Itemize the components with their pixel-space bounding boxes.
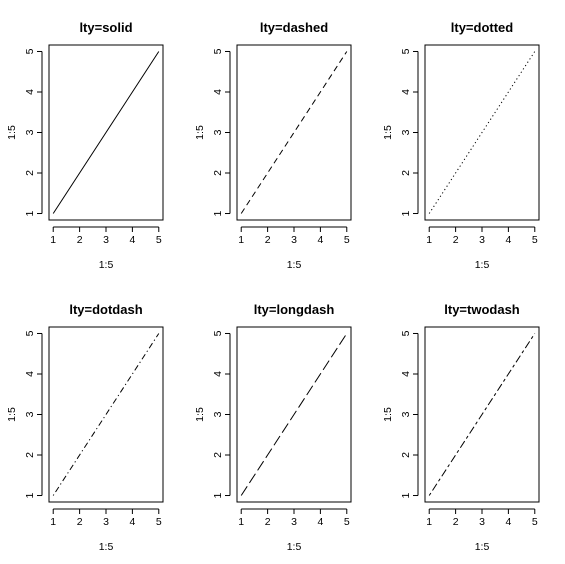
panel-title: lty=dashed [260,20,328,35]
plot-frame [424,326,540,503]
y-tick-label: 4 [212,89,224,95]
x-tick-label: 1 [238,234,244,246]
y-tick-label: 1 [400,492,412,498]
y-axis-label: 1:5 [382,125,394,140]
x-tick-label: 3 [103,516,109,528]
x-axis-label: 1:5 [99,259,114,271]
x-tick-label: 2 [77,516,83,528]
x-axis-label: 1:5 [287,259,302,271]
y-tick-label: 5 [212,330,224,336]
panel-longdash: lty=longdash 1 2 3 4 5 1:5 1 2 3 4 5 1:5 [194,302,352,553]
panel-solid: lty=solid 1 2 3 4 5 1:5 1 2 3 4 5 1:5 [6,20,164,271]
x-tick-label: 3 [291,516,297,528]
x-tick-label: 3 [479,516,485,528]
x-tick-label: 1 [426,516,432,528]
panel-dotdash: lty=dotdash 1 2 3 4 5 1:5 1 2 3 4 5 1:5 [6,302,164,553]
y-tick-label: 5 [24,330,36,336]
y-axis-label: 1:5 [6,125,18,140]
x-tick-label: 5 [156,516,162,528]
y-tick-label: 2 [400,170,412,176]
panel-title: lty=twodash [444,302,520,317]
y-tick-label: 4 [400,89,412,95]
series-line-dashed [240,51,348,214]
y-tick-label: 5 [400,330,412,336]
panel-title: lty=longdash [254,302,335,317]
series-line-solid [52,51,160,214]
y-tick-label: 3 [212,129,224,135]
panel-title: lty=solid [79,20,132,35]
x-tick-label: 4 [129,234,135,246]
x-tick-label: 3 [103,234,109,246]
panel-title: lty=dotdash [69,302,142,317]
x-tick-label: 1 [426,234,432,246]
x-tick-label: 5 [532,234,538,246]
x-tick-label: 5 [156,234,162,246]
x-tick-label: 2 [453,234,459,246]
x-tick-label: 1 [238,516,244,528]
y-tick-label: 3 [24,129,36,135]
plot-frame [48,44,164,221]
x-axis-label: 1:5 [99,541,114,553]
x-tick-label: 4 [129,516,135,528]
x-axis-label: 1:5 [475,259,490,271]
y-tick-label: 1 [24,210,36,216]
y-axis-label: 1:5 [6,407,18,422]
y-axis-label: 1:5 [194,125,206,140]
x-tick-label: 2 [453,516,459,528]
x-tick-label: 4 [317,516,323,528]
x-tick-label: 5 [344,516,350,528]
series-line-dotdash [52,333,160,496]
plot-frame [236,326,352,503]
y-tick-label: 4 [24,371,36,377]
x-tick-label: 1 [50,234,56,246]
x-tick-label: 1 [50,516,56,528]
x-tick-label: 2 [265,234,271,246]
y-tick-label: 3 [212,411,224,417]
panel-title: lty=dotted [451,20,514,35]
x-tick-label: 5 [532,516,538,528]
x-tick-label: 4 [505,234,511,246]
series-line-dotted [428,51,536,214]
y-tick-label: 5 [400,48,412,54]
y-tick-label: 2 [212,452,224,458]
y-tick-label: 1 [400,210,412,216]
y-tick-label: 4 [400,371,412,377]
y-axis-label: 1:5 [194,407,206,422]
x-tick-label: 3 [479,234,485,246]
y-axis-label: 1:5 [382,407,394,422]
x-tick-label: 2 [77,234,83,246]
panel-dotted: lty=dotted 1 2 3 4 5 1:5 1 2 3 4 5 1:5 [382,20,540,271]
y-tick-label: 2 [400,452,412,458]
y-tick-label: 2 [212,170,224,176]
plot-frame [424,44,540,221]
y-tick-label: 2 [24,452,36,458]
y-tick-label: 1 [24,492,36,498]
x-tick-label: 5 [344,234,350,246]
x-tick-label: 2 [265,516,271,528]
y-tick-label: 1 [212,492,224,498]
x-tick-label: 3 [291,234,297,246]
x-tick-label: 4 [505,516,511,528]
plot-frame [236,44,352,221]
y-tick-label: 3 [400,411,412,417]
x-axis-label: 1:5 [287,541,302,553]
y-tick-label: 3 [24,411,36,417]
panel-dashed: lty=dashed 1 2 3 4 5 1:5 1 2 3 4 5 1:5 [194,20,352,271]
y-tick-label: 4 [212,371,224,377]
x-axis-label: 1:5 [475,541,490,553]
x-tick-label: 4 [317,234,323,246]
plot-frame [48,326,164,503]
y-tick-label: 5 [212,48,224,54]
y-tick-label: 2 [24,170,36,176]
series-line-longdash [240,333,348,496]
y-tick-label: 3 [400,129,412,135]
y-tick-label: 4 [24,89,36,95]
y-tick-label: 5 [24,48,36,54]
series-line-twodash [428,333,536,496]
y-tick-label: 1 [212,210,224,216]
panel-twodash: lty=twodash 1 2 3 4 5 1:5 1 2 3 4 5 1:5 [382,302,540,553]
